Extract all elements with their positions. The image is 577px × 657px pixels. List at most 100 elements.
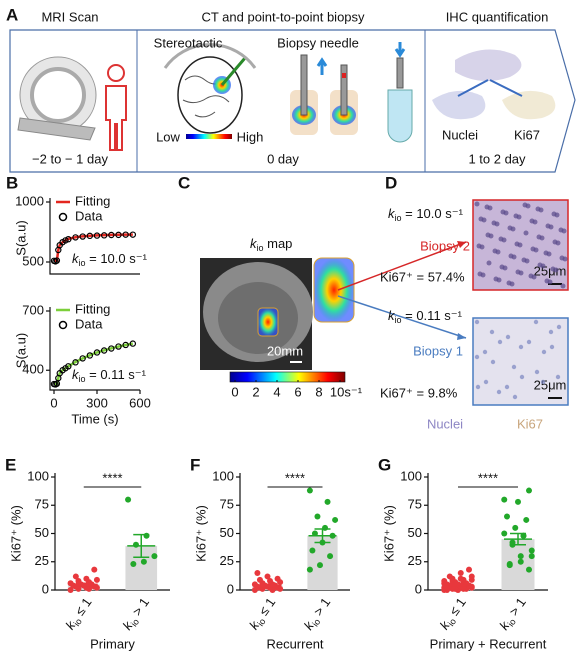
cell	[486, 260, 492, 266]
ct-illustration	[163, 42, 413, 143]
section-time: 1 to 2 day	[468, 151, 526, 166]
cell	[497, 339, 503, 345]
point	[83, 575, 90, 582]
x-axis-label: Primary + Recurrent	[430, 636, 547, 651]
panel-label: C	[178, 173, 190, 192]
cell	[537, 262, 543, 268]
point	[528, 553, 535, 560]
panel-label: A	[6, 5, 18, 24]
x-axis-label: Recurrent	[266, 636, 323, 651]
scalebar-label: 20mm	[267, 343, 303, 358]
illustration-label: Low	[156, 129, 180, 144]
link-arrow	[337, 295, 467, 339]
cell	[549, 344, 555, 350]
point	[504, 513, 510, 520]
point	[528, 547, 535, 554]
illustration-label: High	[237, 129, 264, 144]
point	[256, 576, 263, 583]
point	[501, 530, 508, 537]
cell	[528, 273, 534, 279]
illustration-label: Biopsy needle	[277, 35, 359, 50]
text: = 0.11 s⁻¹	[86, 367, 147, 382]
point	[251, 581, 258, 588]
panel-label: D	[385, 173, 397, 192]
data-point	[122, 231, 129, 238]
cell	[558, 227, 564, 233]
cell	[508, 253, 514, 259]
point	[449, 575, 456, 582]
y-axis-label: S(a.u)	[13, 333, 28, 368]
x-tick-label: 600	[129, 395, 151, 410]
error-bar	[253, 583, 282, 588]
colorbar-label: 10s⁻¹	[330, 384, 363, 399]
subscript: io	[79, 258, 86, 268]
point	[512, 524, 519, 531]
y-tick-label: 0	[42, 581, 49, 596]
data-point	[79, 355, 86, 362]
illustration-label: Stereotactic	[154, 35, 223, 50]
y-tick-label: 0	[415, 581, 422, 596]
cell	[499, 264, 505, 270]
point	[526, 487, 532, 494]
point	[75, 577, 82, 584]
point	[125, 496, 132, 503]
data-point	[72, 234, 79, 241]
ki67-value: Ki67⁺ = 9.8%	[380, 385, 458, 400]
illustration-label: Nuclei	[442, 127, 478, 142]
cell	[511, 364, 517, 370]
kio-value: kio = 10.0 s⁻¹	[388, 206, 464, 223]
y-tick-label: 75	[35, 497, 49, 512]
x-tick-label: kio ≤ 1	[246, 595, 280, 633]
point	[130, 561, 137, 568]
point	[143, 532, 150, 539]
point	[457, 570, 464, 577]
subscript: io	[257, 243, 264, 253]
cell	[556, 324, 562, 330]
cell	[540, 379, 546, 385]
symbol: k	[388, 206, 396, 221]
cell	[490, 359, 496, 365]
cell	[507, 225, 513, 231]
cell	[560, 283, 566, 289]
panel-label: E	[5, 455, 16, 474]
kio-value: kio = 0.11 s⁻¹	[388, 308, 463, 325]
point	[132, 541, 139, 548]
section-time: −2 to − 1 day	[32, 151, 108, 166]
cell	[530, 246, 536, 252]
axis	[49, 307, 140, 391]
cell	[504, 384, 510, 390]
cell	[474, 201, 480, 207]
symbol: k	[388, 308, 396, 323]
legend-label: Data	[75, 316, 103, 331]
subscript: io	[72, 617, 84, 628]
text: ≤ 1	[70, 595, 95, 621]
data-point	[65, 235, 72, 243]
point	[91, 566, 98, 573]
cell	[519, 374, 525, 380]
point	[501, 496, 508, 503]
subscript: io	[79, 374, 86, 384]
cell	[500, 209, 506, 215]
data-point	[65, 363, 72, 370]
x-axis-label: Primary	[90, 636, 135, 651]
text: ≤ 1	[254, 595, 279, 621]
cell	[513, 213, 519, 219]
symbol: k	[250, 236, 258, 251]
x-axis-label: Time (s)	[71, 411, 118, 426]
cell	[543, 250, 549, 256]
text: = 10.0 s⁻¹	[86, 251, 148, 266]
stain-label: Nuclei	[427, 416, 463, 431]
point	[311, 530, 318, 537]
cell	[545, 223, 551, 229]
cell	[521, 257, 527, 263]
cell	[483, 379, 489, 385]
point	[93, 576, 100, 583]
axis	[49, 198, 140, 275]
x-tick-label: kio ≤ 1	[63, 595, 97, 633]
cell	[493, 276, 499, 282]
error-bar	[308, 528, 337, 544]
biopsy-name: Biopsy 2	[420, 238, 470, 253]
legend-label: Data	[75, 208, 103, 223]
y-tick-label: 1000	[15, 193, 44, 208]
colorbar-label: 4	[273, 384, 280, 399]
